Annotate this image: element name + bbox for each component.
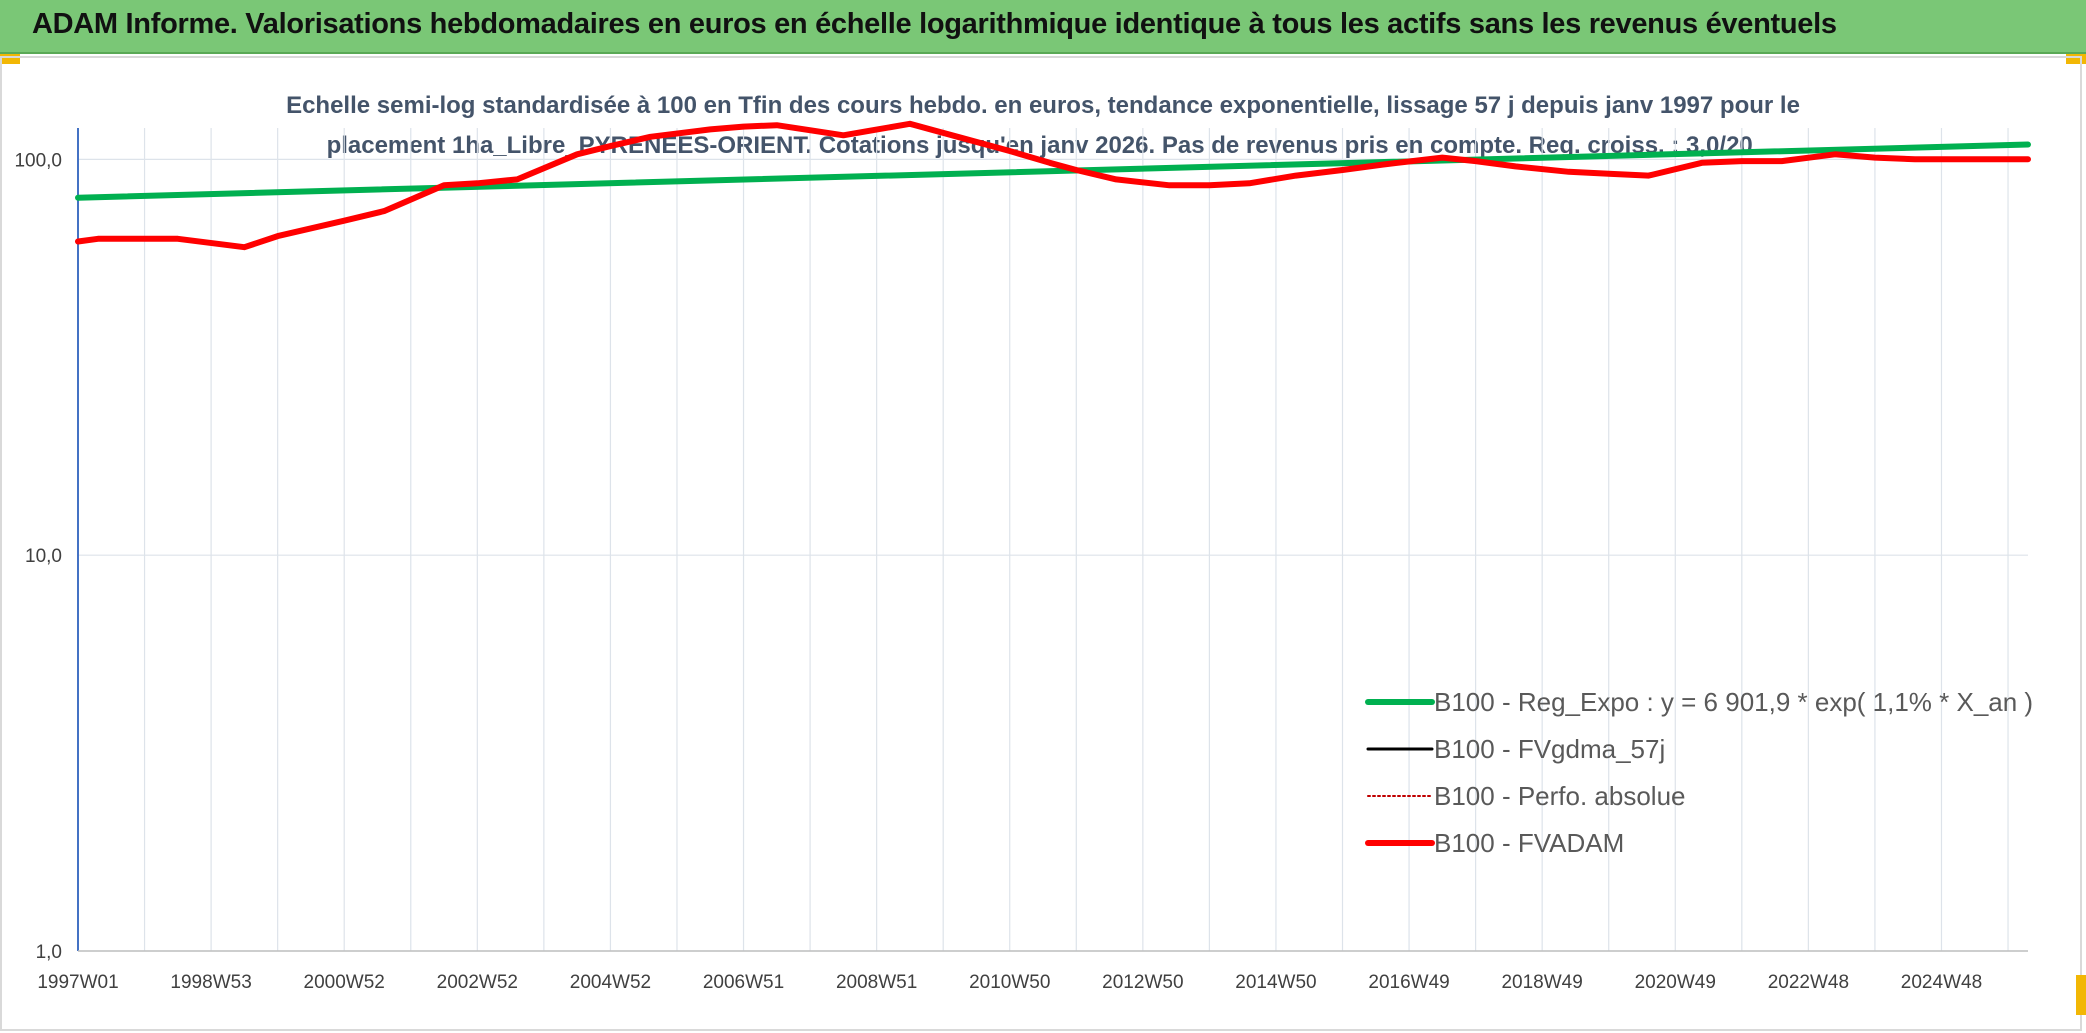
plot-lines bbox=[75, 120, 2031, 251]
corner-accent bbox=[2076, 975, 2086, 1015]
y-tick-label: 10,0 bbox=[25, 546, 62, 567]
report-banner: ADAM Informe. Valorisations hebdomadaire… bbox=[0, 0, 2086, 54]
banner-left-accent bbox=[0, 54, 20, 64]
legend-label-3: B100 - FVADAM bbox=[1434, 828, 1624, 858]
legend-label-1: B100 - FVgdma_57j bbox=[1434, 734, 1665, 764]
axes: 1,0 10,0 100,0 1997W01 1998W53 2000W52 2002W52… bbox=[14, 128, 2028, 993]
banner-right-accent bbox=[2066, 54, 2086, 64]
y-tick-label: 100,0 bbox=[14, 150, 62, 171]
x-tick-label: 2000W52 bbox=[304, 972, 385, 993]
report-title: ADAM Informe. Valorisations hebdomadaire… bbox=[32, 8, 1837, 40]
y-tick-label: 1,0 bbox=[36, 942, 62, 963]
x-tick-label: 2006W51 bbox=[703, 972, 784, 993]
chart-area-border bbox=[0, 56, 2082, 1031]
legend-label-2: B100 - Perfo. absolue bbox=[1434, 781, 1686, 811]
x-tick-label: 2020W49 bbox=[1635, 972, 1716, 993]
chart-title-line-2: placement 1ha_Libre_PYRENEES-ORIENT. Cot… bbox=[327, 132, 1760, 159]
chart-title-line-1: Echelle semi-log standardisée à 100 en T… bbox=[286, 92, 1800, 119]
x-tick-label: 2002W52 bbox=[437, 972, 518, 993]
grid bbox=[78, 128, 2028, 952]
x-tick-label: 2018W49 bbox=[1501, 972, 1582, 993]
series-line-0 bbox=[75, 141, 2031, 201]
x-tick-label: 2010W50 bbox=[969, 972, 1050, 993]
legend-label-0: B100 - Reg_Expo : y = 6 901,9 * exp( 1,1… bbox=[1434, 687, 2033, 717]
x-tick-label: 2008W51 bbox=[836, 972, 917, 993]
x-tick-label: 1998W53 bbox=[170, 972, 251, 993]
x-tick-label: 2012W50 bbox=[1102, 972, 1183, 993]
x-tick-label: 2016W49 bbox=[1368, 972, 1449, 993]
x-tick-label: 2024W48 bbox=[1901, 972, 1982, 993]
legend: B100 - Reg_Expo : y = 6 901,9 * exp( 1,1… bbox=[1365, 687, 2033, 858]
series-line-3 bbox=[75, 120, 2031, 251]
x-tick-label: 2014W50 bbox=[1235, 972, 1316, 993]
x-tick-label: 2004W52 bbox=[570, 972, 651, 993]
x-tick-label: 2022W48 bbox=[1768, 972, 1849, 993]
x-tick-label: 1997W01 bbox=[37, 972, 118, 993]
